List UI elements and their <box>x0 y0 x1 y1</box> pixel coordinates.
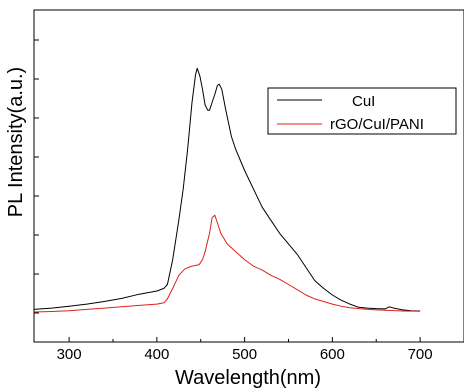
y-axis-title: PL Intensity(a.u.) <box>5 67 27 217</box>
x-tick-label-400: 400 <box>144 346 169 363</box>
x-tick-label-600: 600 <box>320 346 345 363</box>
x-tick-label-500: 500 <box>232 346 257 363</box>
series-line-rgo-cui-pani <box>33 214 421 313</box>
legend: CuI rGO/CuI/PANI <box>267 87 457 135</box>
legend-label-cui: CuI <box>352 93 375 110</box>
series-line-cui <box>33 67 421 312</box>
legend-box <box>267 87 457 135</box>
x-tick-label-300: 300 <box>57 346 82 363</box>
series-lines <box>33 67 421 313</box>
axis-ticks: 300 400 500 600 700 <box>34 39 464 363</box>
x-tick-label-700: 700 <box>408 346 433 363</box>
plot-frame <box>33 9 464 343</box>
legend-label-rgo-cui-pani: rGO/CuI/PANI <box>330 116 424 133</box>
x-axis-title: Wavelength(nm) <box>175 367 321 389</box>
